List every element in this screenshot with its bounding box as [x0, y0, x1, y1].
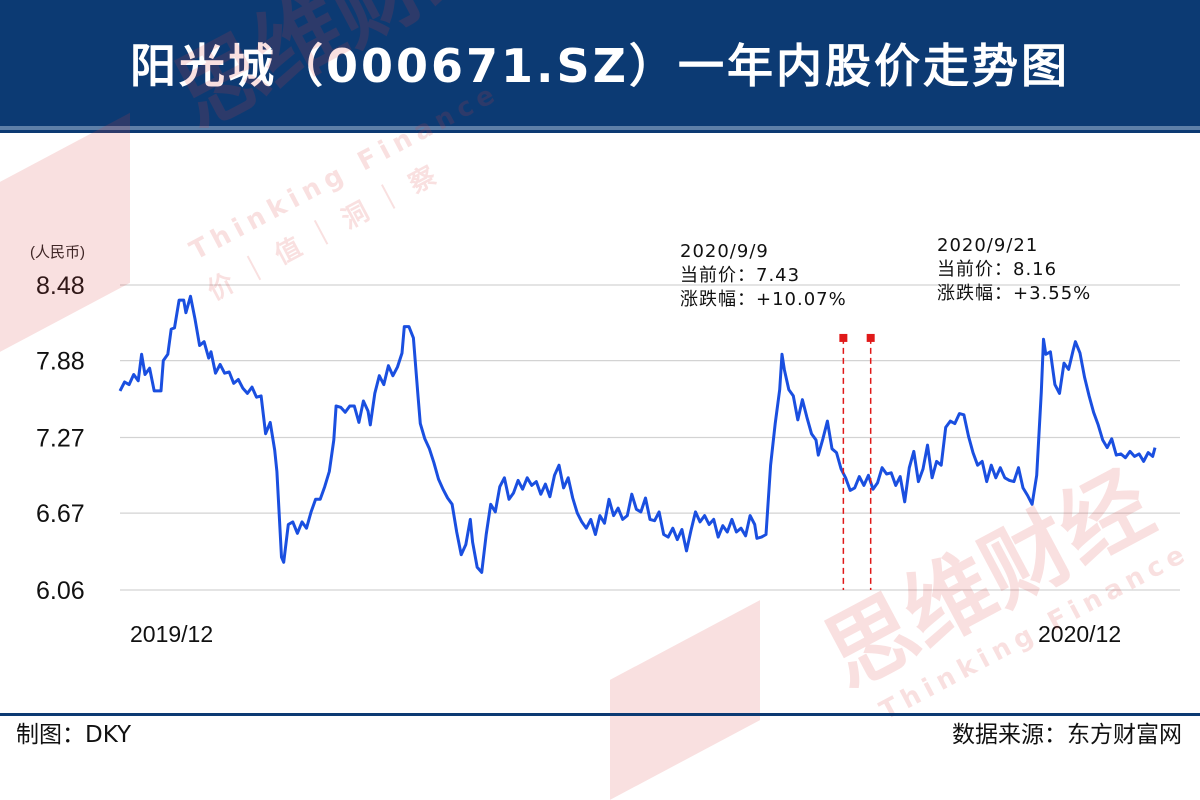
annotation-1-price: 当前价：7.43 [680, 265, 800, 286]
y-tick-label: 7.27 [36, 425, 85, 453]
title-bar: 阳光城（000671.SZ）一年内股价走势图 [0, 0, 1200, 133]
stock-price-chart: (人民币) 8.48 7.88 7.27 6.67 6.06 2020/9/9 当前价：… [30, 235, 1180, 647]
y-axis-ticks: 8.48 7.88 7.27 6.67 6.06 [36, 272, 85, 605]
chart-maker-credit: 制图：DKY [16, 722, 132, 748]
event-marker-2 [866, 333, 875, 342]
annotation-2-date: 2020/9/21 [937, 235, 1038, 256]
title-bar-rule [0, 126, 1200, 130]
event-markers [839, 333, 875, 590]
annotation-1-date: 2020/9/9 [680, 241, 769, 262]
annotation-1-change: 涨跌幅：+10.07% [680, 289, 847, 310]
y-tick-label: 8.48 [36, 272, 85, 300]
x-label-end: 2020/12 [1038, 621, 1121, 647]
chart-title: 阳光城（000671.SZ）一年内股价走势图 [130, 39, 1070, 93]
annotation-2-change: 涨跌幅：+3.55% [937, 283, 1091, 304]
y-axis-unit-label: (人民币) [30, 244, 85, 261]
footer-rule [0, 713, 1200, 716]
price-line [118, 294, 1157, 574]
y-tick-label: 6.67 [36, 500, 85, 528]
event-marker-1 [839, 333, 848, 342]
gridlines [120, 284, 1180, 591]
y-tick-label: 6.06 [36, 577, 85, 605]
y-tick-label: 7.88 [36, 348, 85, 376]
annotations: 2020/9/9 当前价：7.43 涨跌幅：+10.07% 2020/9/21 … [680, 235, 1091, 310]
annotation-2-price: 当前价：8.16 [937, 259, 1057, 280]
x-label-start: 2019/12 [130, 621, 213, 647]
data-source-credit: 数据来源：东方财富网 [952, 722, 1182, 748]
price-series [118, 294, 1157, 574]
